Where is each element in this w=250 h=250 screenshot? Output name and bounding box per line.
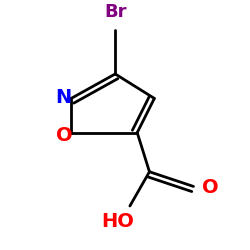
Text: N: N bbox=[56, 88, 72, 107]
Text: Br: Br bbox=[104, 4, 126, 22]
Text: O: O bbox=[202, 178, 219, 197]
Text: HO: HO bbox=[101, 212, 134, 231]
Text: O: O bbox=[56, 126, 72, 144]
